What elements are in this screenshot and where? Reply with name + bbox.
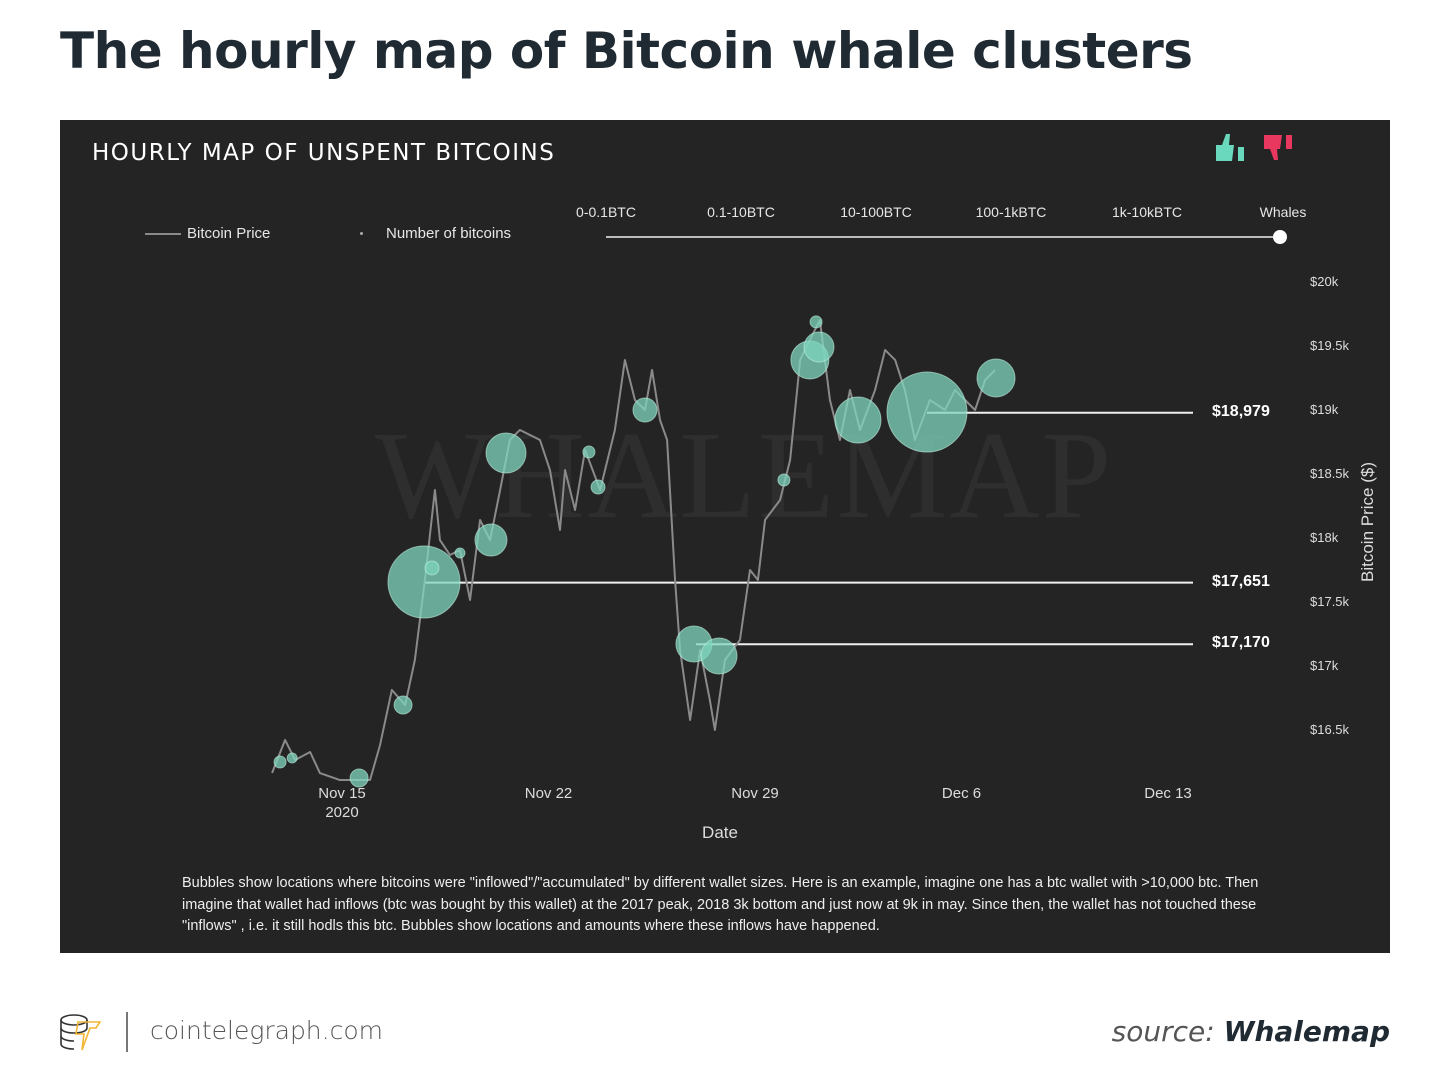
y-tick-label: $19.5k <box>1310 338 1350 353</box>
whale-bubble <box>700 637 738 675</box>
y-tick-label: $20k <box>1310 274 1339 289</box>
whale-bubble <box>976 358 1016 398</box>
whale-bubble <box>349 768 369 788</box>
footer-divider <box>126 1012 128 1052</box>
whale-bubble <box>273 755 287 769</box>
whale-bubble <box>582 445 596 459</box>
y-tick-label: $18k <box>1310 530 1339 545</box>
thumbs-down-icon[interactable] <box>1262 133 1296 163</box>
whale-bubble <box>590 479 606 495</box>
x-axis-label: Date <box>702 823 738 842</box>
whale-bubble <box>886 371 968 453</box>
source-name: Whalemap <box>1223 1015 1390 1048</box>
y-tick-label: $18.5k <box>1310 466 1350 481</box>
x-tick-label: Nov 15 2020 <box>318 785 366 821</box>
slider-label[interactable]: 0-0.1BTC <box>576 204 636 220</box>
slider-label[interactable]: 100-1kBTC <box>975 204 1047 220</box>
whale-bubble <box>834 396 882 444</box>
whale-bubble <box>803 331 835 363</box>
thumbs-up-icon[interactable] <box>1214 133 1248 163</box>
slider-label[interactable]: 0.1-10BTC <box>707 204 775 220</box>
legend-dot-swatch <box>360 232 363 235</box>
whale-bubble <box>809 315 823 329</box>
y-tick-label: $17.5k <box>1310 594 1350 609</box>
x-tick-label: Dec 6 <box>941 785 982 802</box>
legend-line-swatch <box>145 233 181 235</box>
site-name: cointelegraph.com <box>150 1016 383 1045</box>
legend-count-label: Number of bitcoins <box>386 225 512 242</box>
page-title: The hourly map of Bitcoin whale clusters <box>60 22 1193 80</box>
price-level-label: $18,979 <box>1212 402 1270 420</box>
slider-handle[interactable] <box>1273 230 1287 244</box>
y-tick-label: $17k <box>1310 658 1339 673</box>
slider-label[interactable]: 1k-10kBTC <box>1111 204 1183 220</box>
whale-bubble <box>286 752 298 764</box>
whale-bubble <box>393 695 413 715</box>
whale-bubble <box>474 523 508 557</box>
x-tick-label: Nov 22 <box>524 785 573 802</box>
whale-bubble <box>424 560 440 576</box>
watermark: WHALEMAP <box>375 407 1114 545</box>
whale-bubble <box>485 432 527 474</box>
whale-bubble <box>632 397 658 423</box>
x-tick-label: Dec 13 <box>1144 785 1192 802</box>
price-line <box>271 319 996 782</box>
price-level-label: $17,651 <box>1212 572 1270 590</box>
x-tick-label: Nov 29 <box>731 785 779 802</box>
source-prefix: source: <box>1111 1015 1215 1048</box>
y-axis-label: Bitcoin Price ($) <box>1358 462 1377 582</box>
slider-track <box>606 236 1280 238</box>
y-tick-label: $19k <box>1310 402 1339 417</box>
chart-title: HOURLY MAP OF UNSPENT BITCOINS <box>92 140 556 166</box>
price-level-label: $17,170 <box>1212 634 1270 652</box>
slider-label[interactable]: 10-100BTC <box>840 204 912 220</box>
whale-bubble <box>777 473 791 487</box>
slider-label[interactable]: Whales <box>1259 204 1307 220</box>
chart-panel <box>60 120 1390 953</box>
source-credit: source: Whalemap <box>1112 1015 1390 1048</box>
y-tick-label: $16.5k <box>1310 722 1350 737</box>
legend-price-label: Bitcoin Price <box>187 225 271 242</box>
whale-bubble <box>454 547 466 559</box>
whale-bubble <box>387 545 461 619</box>
chart-description: Bubbles show locations where bitcoins we… <box>182 875 1259 934</box>
cointelegraph-logo <box>60 1014 102 1051</box>
